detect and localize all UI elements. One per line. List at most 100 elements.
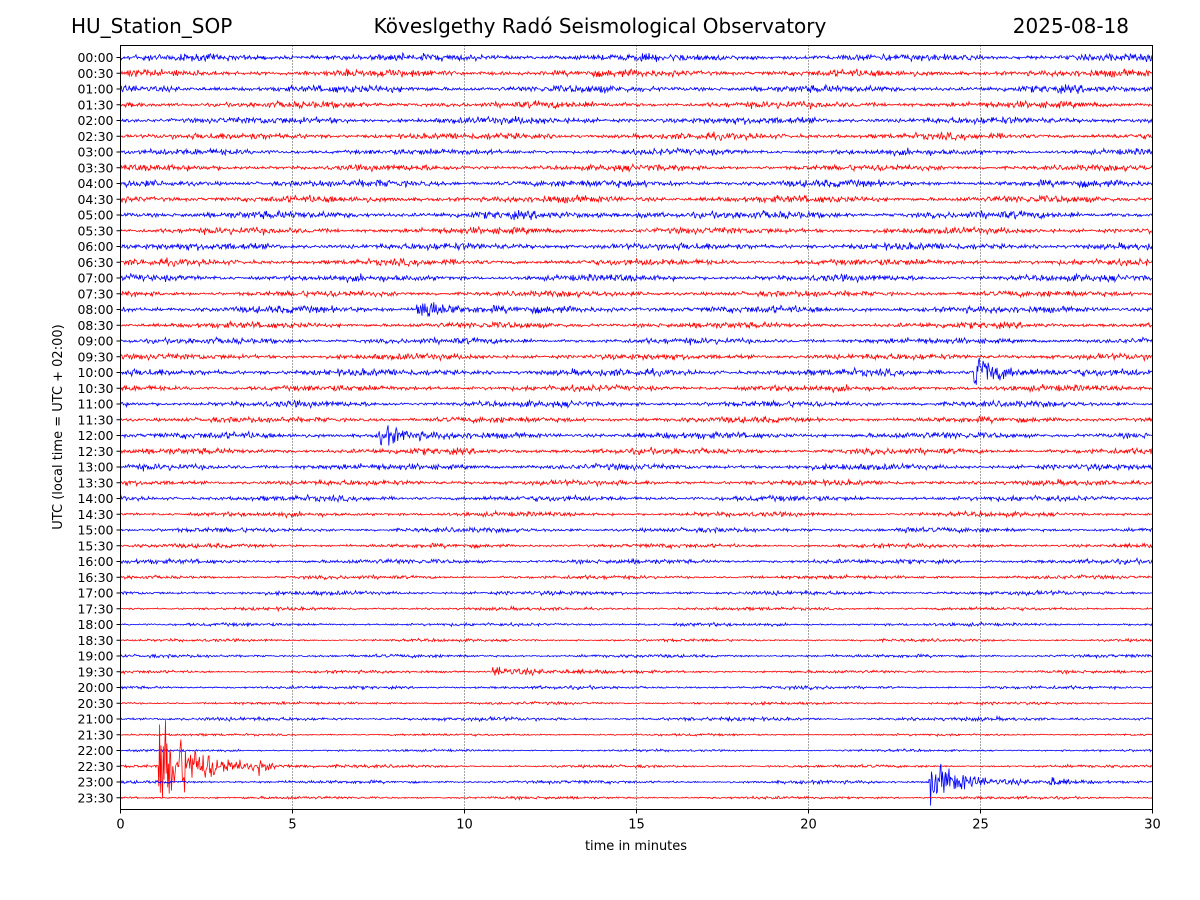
trace-0800 (120, 302, 1153, 317)
y-tick-label: 08:30 (77, 318, 113, 333)
y-tick-label: 22:30 (77, 759, 113, 774)
y-tick-label: 19:00 (77, 649, 113, 664)
trace-0230 (120, 130, 1153, 142)
y-tick-label: 04:00 (77, 176, 113, 191)
trace-group (120, 51, 1153, 806)
y-tick-label: 13:00 (77, 460, 113, 475)
y-tick-label: 06:30 (77, 255, 113, 270)
trace-1200 (120, 425, 1153, 446)
trace-0130 (120, 99, 1153, 110)
trace-2300 (120, 763, 1153, 806)
x-tick-label: 30 (1144, 818, 1161, 833)
y-tick-label: 19:30 (77, 664, 113, 679)
y-tick-label: 20:30 (77, 696, 113, 711)
trace-1030 (120, 383, 1153, 394)
trace-2000 (120, 684, 1153, 691)
trace-0500 (120, 209, 1153, 221)
trace-1500 (120, 526, 1153, 535)
trace-1430 (120, 509, 1153, 519)
trace-2330 (120, 795, 1153, 801)
y-tick-label: 16:30 (77, 570, 113, 585)
trace-1800 (120, 621, 1153, 628)
y-tick-label: 17:30 (77, 601, 113, 616)
trace-0730 (120, 289, 1153, 299)
trace-2200 (120, 748, 1153, 753)
y-tick-label: 03:00 (77, 145, 113, 160)
x-tick-label: 10 (456, 818, 473, 833)
trace-0300 (120, 146, 1153, 157)
trace-1830 (120, 637, 1153, 644)
y-tick-label: 13:30 (77, 475, 113, 490)
trace-1930 (120, 666, 1153, 677)
y-tick-label: 15:30 (77, 538, 113, 553)
y-tick-label: 09:00 (77, 334, 113, 349)
y-tick-label: 10:00 (77, 365, 113, 380)
y-tick-label: 22:00 (77, 743, 113, 758)
y-tick-label: 00:30 (77, 66, 113, 81)
y-tick-label: 05:30 (77, 223, 113, 238)
trace-1900 (120, 653, 1153, 660)
trace-1330 (120, 477, 1153, 488)
trace-0400 (120, 178, 1153, 189)
trace-0600 (120, 241, 1153, 252)
y-tick-label: 06:00 (77, 239, 113, 254)
trace-1530 (120, 542, 1153, 551)
station-name: HU_Station_SOP (71, 14, 233, 38)
trace-0900 (120, 336, 1153, 346)
y-tick-label: 23:00 (77, 775, 113, 790)
x-tick-label: 20 (800, 818, 817, 833)
trace-0030 (120, 67, 1153, 79)
x-tick-label: 25 (972, 818, 989, 833)
y-tick-label: 14:00 (77, 491, 113, 506)
trace-0100 (120, 83, 1153, 94)
x-tick-label: 0 (116, 818, 124, 833)
chart-title: Köveslgethy Radó Seismological Observato… (373, 14, 827, 38)
trace-1300 (120, 462, 1153, 472)
y-tick-label: 07:00 (77, 271, 113, 286)
trace-0930 (120, 351, 1153, 362)
chart-date: 2025-08-18 (1012, 14, 1129, 38)
y-tick-label: 02:30 (77, 129, 113, 144)
trace-1730 (120, 604, 1153, 613)
x-tick-label: 15 (628, 818, 645, 833)
y-tick-label: 12:00 (77, 428, 113, 443)
y-tick-label: 04:30 (77, 192, 113, 207)
y-tick-label: 17:00 (77, 586, 113, 601)
trace-1130 (120, 415, 1153, 425)
trace-1400 (120, 493, 1153, 504)
trace-0830 (120, 320, 1153, 330)
y-tick-label: 07:30 (77, 286, 113, 301)
y-tick-label: 16:00 (77, 554, 113, 569)
y-tick-label: 12:30 (77, 444, 113, 459)
trace-0700 (120, 272, 1153, 284)
trace-0200 (120, 115, 1153, 126)
y-axis: 00:0000:3001:0001:3002:0002:3003:0003:30… (77, 50, 121, 805)
trace-2130 (120, 732, 1153, 738)
trace-1630 (120, 573, 1153, 581)
y-tick-label: 18:00 (77, 617, 113, 632)
y-tick-label: 11:30 (77, 412, 113, 427)
y-tick-label: 01:00 (77, 82, 113, 97)
y-tick-label: 11:00 (77, 397, 113, 412)
y-tick-label: 09:30 (77, 349, 113, 364)
trace-2100 (120, 714, 1153, 723)
y-tick-label: 14:30 (77, 507, 113, 522)
trace-1230 (120, 446, 1153, 457)
trace-0430 (120, 194, 1153, 204)
y-tick-label: 20:00 (77, 680, 113, 695)
y-tick-label: 08:00 (77, 302, 113, 317)
y-axis-label: UTC (local time = UTC + 02:00) (51, 324, 66, 529)
trace-2030 (120, 700, 1153, 707)
trace-1100 (120, 398, 1153, 410)
trace-0630 (120, 257, 1153, 268)
y-tick-label: 18:30 (77, 633, 113, 648)
y-tick-label: 21:00 (77, 712, 113, 727)
x-axis-label: time in minutes (585, 839, 687, 854)
trace-0000 (120, 51, 1153, 63)
trace-2230 (120, 720, 1153, 799)
trace-1600 (120, 556, 1153, 566)
x-axis: 0 5 10 15 20 25 30 (116, 809, 1161, 833)
grid-lines (292, 45, 981, 810)
trace-1000 (120, 357, 1153, 385)
